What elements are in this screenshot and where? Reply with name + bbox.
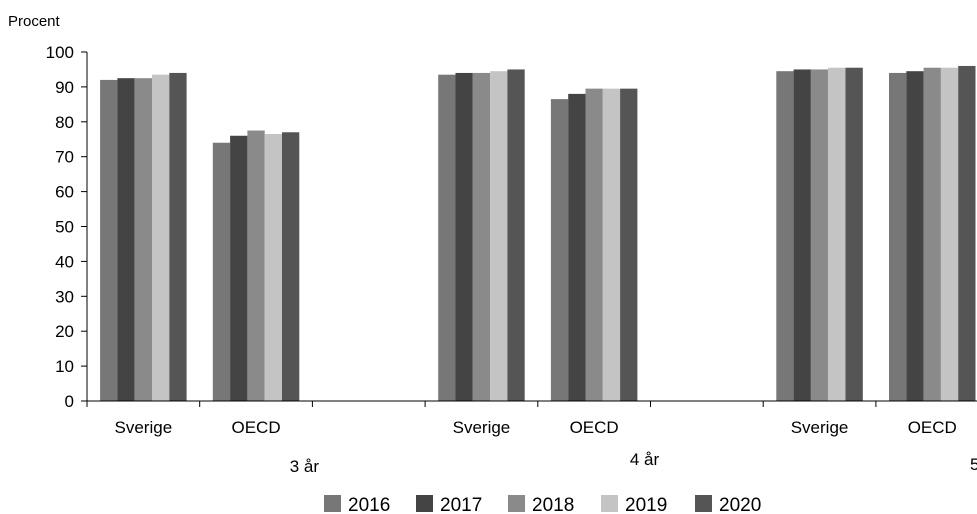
y-tick-label-60: 60 <box>55 183 74 202</box>
y-tick-label-90: 90 <box>55 78 74 97</box>
x-axis: Sverige OECD Sverige OECD Sverige OECD 3 år 4 å… <box>86 400 977 476</box>
bars-group <box>100 65 976 402</box>
x-category-label-2: Sverige <box>453 418 511 437</box>
legend-label-2016: 2016 <box>348 495 390 514</box>
bar-sverige-2016-2 <box>438 74 456 401</box>
bar-oecd-2018-5 <box>923 67 941 402</box>
bar-sverige-2016-0 <box>100 79 118 402</box>
y-tick-label-40: 40 <box>55 252 74 271</box>
legend-swatch-2017 <box>416 495 433 512</box>
bar-oecd-2020-5 <box>958 65 976 402</box>
bar-sverige-2019-2 <box>490 71 508 401</box>
bar-oecd-2019-5 <box>940 67 959 402</box>
x-category-label-3: OECD <box>570 418 619 437</box>
y-tick-label-10: 10 <box>55 357 74 376</box>
y-tick-label-50: 50 <box>55 218 74 237</box>
bar-sverige-2020-4 <box>845 67 863 402</box>
y-tick-label-30: 30 <box>55 287 74 306</box>
bar-sverige-2020-2 <box>507 69 525 401</box>
legend-label-2017: 2017 <box>440 495 482 514</box>
bar-oecd-2016-1 <box>212 142 231 402</box>
legend-label-2020: 2020 <box>719 495 761 514</box>
bar-oecd-2017-5 <box>906 71 924 401</box>
x-category-label-1: OECD <box>231 418 280 437</box>
legend-swatch-2020 <box>695 495 712 512</box>
bar-sverige-2018-0 <box>134 78 152 402</box>
bar-oecd-2018-1 <box>247 130 265 401</box>
bar-oecd-2016-3 <box>550 99 569 402</box>
bar-oecd-2016-5 <box>889 72 907 401</box>
legend-label-2019: 2019 <box>625 495 667 514</box>
legend: 2016 2017 2018 2019 2020 <box>324 495 761 514</box>
bar-sverige-2017-4 <box>793 69 811 401</box>
bar-oecd-2019-3 <box>602 88 621 401</box>
bar-sverige-2018-4 <box>810 69 829 401</box>
legend-swatch-2016 <box>324 495 341 512</box>
bar-sverige-2019-4 <box>828 67 846 402</box>
y-tick-label-80: 80 <box>55 113 74 132</box>
y-axis-title: Procent <box>8 13 61 30</box>
x-group-label-2: 5 år <box>970 455 977 474</box>
bar-sverige-2017-0 <box>117 78 135 402</box>
bar-oecd-2019-1 <box>264 134 282 401</box>
y-axis: 0 10 20 30 40 50 60 70 80 90 100 <box>46 43 88 411</box>
legend-label-2018: 2018 <box>532 495 574 514</box>
x-category-label-4: Sverige <box>791 418 849 437</box>
bar-sverige-2019-0 <box>152 74 170 401</box>
y-tick-label-100: 100 <box>46 43 74 62</box>
legend-swatch-2018 <box>508 495 525 512</box>
bar-sverige-2016-4 <box>776 71 794 401</box>
bar-oecd-2020-1 <box>282 132 300 401</box>
y-tick-label-70: 70 <box>55 148 74 167</box>
bar-oecd-2017-3 <box>568 93 586 401</box>
bar-sverige-2020-0 <box>169 72 187 401</box>
bar-oecd-2018-3 <box>585 88 603 401</box>
bar-oecd-2020-3 <box>620 88 638 401</box>
x-category-label-5: OECD <box>908 418 957 437</box>
bar-oecd-2017-1 <box>230 135 248 401</box>
y-tick-label-0: 0 <box>65 392 74 411</box>
x-group-label-0: 3 år <box>290 457 320 476</box>
bar-sverige-2018-2 <box>472 72 491 401</box>
legend-swatch-2019 <box>601 495 618 512</box>
x-category-label-0: Sverige <box>115 418 173 437</box>
bar-sverige-2017-2 <box>455 72 473 401</box>
y-tick-label-20: 20 <box>55 322 74 341</box>
x-group-label-1: 4 år <box>630 450 660 469</box>
